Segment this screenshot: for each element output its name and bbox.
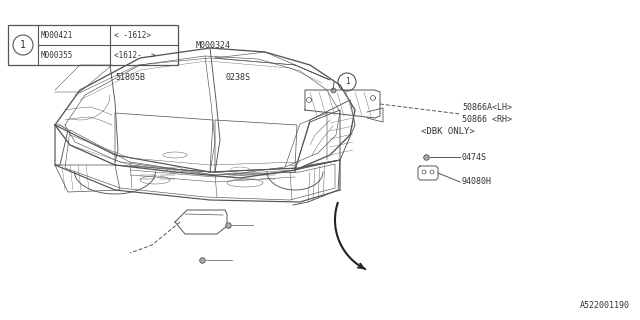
Text: <1612-  >: <1612- > bbox=[114, 51, 156, 60]
Text: <DBK ONLY>: <DBK ONLY> bbox=[421, 127, 475, 137]
Text: A522001190: A522001190 bbox=[580, 301, 630, 310]
Text: 50866A<LH>: 50866A<LH> bbox=[462, 102, 512, 111]
Text: 51805B: 51805B bbox=[115, 73, 145, 82]
Text: 0474S: 0474S bbox=[462, 153, 487, 162]
Text: 0238S: 0238S bbox=[226, 73, 251, 82]
Text: 1: 1 bbox=[20, 40, 26, 50]
Text: M000324: M000324 bbox=[196, 41, 231, 50]
Text: M000421: M000421 bbox=[41, 30, 74, 39]
Text: < -1612>: < -1612> bbox=[114, 30, 151, 39]
Text: 94080H: 94080H bbox=[462, 178, 492, 187]
Text: 1: 1 bbox=[345, 77, 349, 86]
Text: M000355: M000355 bbox=[41, 51, 74, 60]
Bar bbox=[8, 25, 178, 65]
Text: 50866 <RH>: 50866 <RH> bbox=[462, 115, 512, 124]
